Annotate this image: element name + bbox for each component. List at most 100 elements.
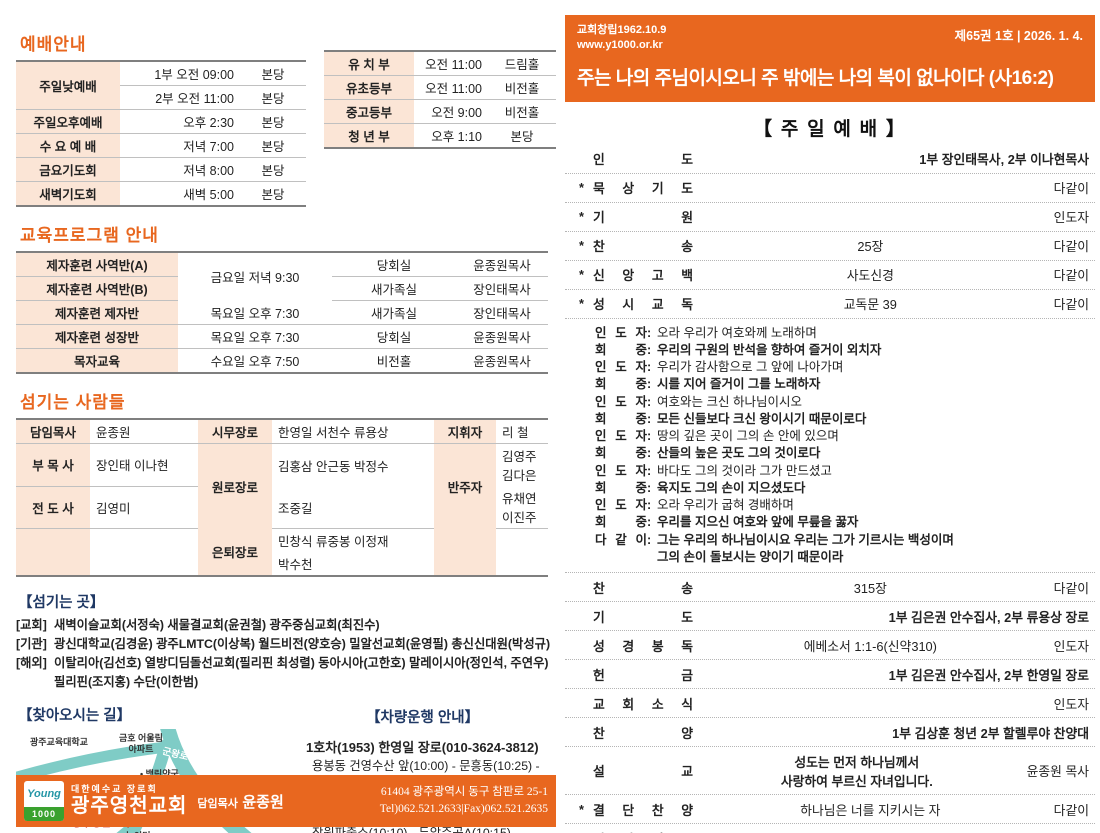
stand-marker: * xyxy=(579,831,593,833)
table-row: 목자교육 수요일 오후 7:50 비전홀 윤종원목사 xyxy=(16,348,548,373)
route-stops: 장원파출소(10:10) - 두암주공A(10:15) - 무등파크A(10:2… xyxy=(312,825,519,833)
person-names: 조중길 xyxy=(272,486,434,529)
table-row: 유초등부 오전 11:00 비전홀 xyxy=(324,75,556,100)
service-time: 저녁 8:00 xyxy=(120,157,240,182)
class-name: 목자교육 xyxy=(16,348,178,373)
person-names: 박수천 xyxy=(278,558,313,572)
service-name: 주일오후예배 xyxy=(16,109,120,134)
table-row: 수 요 예 배 저녁 7:00 본당 xyxy=(16,133,306,158)
dept-name: 유 치 부 xyxy=(324,51,414,76)
reading-speaker: 회 중 xyxy=(595,342,647,357)
dept-place: 본당 xyxy=(510,130,534,144)
order-item-detail: 성도는 먼저 하나님께서 사랑하여 부르신 자녀입니다. xyxy=(780,754,933,789)
table-row: 부 목 사 장인태 이나현 원로장로 김홍삼 안근동 박정수 반주자 김영주 김… xyxy=(16,443,548,529)
order-item-label: 결 단 찬 양 xyxy=(593,802,693,818)
person-names: 윤종원 xyxy=(90,419,198,444)
table-row: 청 년 부 오후 1:10 본당 xyxy=(324,123,556,148)
header-top-row: 교회창립1962.10.9 www.y1000.or.kr 제65권 1호 | … xyxy=(577,23,1083,53)
order-item-person: 1부 김상훈 청년 2부 할렐루야 찬양대 xyxy=(892,725,1089,741)
list-item: [기관] 광신대학교(김경윤) 광주LMTC(이상복) 월드비전(양호승) 밀알… xyxy=(16,635,556,654)
reading-text: 오라 우리가 굽혀 경배하며 xyxy=(657,498,794,513)
founded-date: 교회창립1962.10.9 xyxy=(577,24,667,36)
service-place: 본당 xyxy=(240,157,306,182)
worship-dept-table: 유 치 부 오전 11:00 드림홀 유초등부 오전 11:00 비전홀 중고등… xyxy=(324,50,556,149)
reading-speaker: 인 도 자 xyxy=(595,325,647,340)
dept-name: 유초등부 xyxy=(324,75,414,100)
order-item-person: 1부 장인태목사, 2부 이나현목사 xyxy=(919,152,1089,168)
reading-text: 오라 우리가 여호와께 노래하며 xyxy=(657,325,817,340)
class-teacher: 장인태목사 xyxy=(456,276,548,301)
service-name: 금요기도회 xyxy=(16,157,120,182)
role-name: 원로장로 xyxy=(198,443,272,529)
reading-colon: : xyxy=(647,480,652,495)
reading-speaker: 인 도 자 xyxy=(595,498,647,513)
order-row: * 성 시 교 독 교독문 39 다같이 xyxy=(565,290,1095,319)
reading-colon: : xyxy=(647,498,652,513)
responsive-reading: 인 도 자 : 오라 우리가 여호와께 노래하며 회 중 : 우리의 구원의 반… xyxy=(565,319,1095,574)
person-names: 김영미 xyxy=(90,486,198,529)
service-time: 저녁 7:00 xyxy=(120,133,240,158)
reading-colon: : xyxy=(647,377,652,392)
dept-place: 비전홀 xyxy=(488,99,556,124)
person-names xyxy=(496,529,548,577)
order-row: 설 교 성도는 먼저 하나님께서 사랑하여 부르신 자녀입니다. 윤종원 목사 xyxy=(565,747,1095,796)
reading-text: 모든 신들보다 크신 왕이시기 때문이로다 xyxy=(657,411,867,426)
reading-text: 시를 지어 즐거이 그를 노래하자 xyxy=(657,377,821,392)
role-name: 반주자 xyxy=(434,443,496,529)
reading-speaker: 인 도 자 xyxy=(595,429,647,444)
servants-table: 담임목사 윤종원 시무장로 한영일 서천수 류용상 지휘자 리 철 부 목 사 … xyxy=(16,418,548,577)
reading-speaker: 인 도 자 xyxy=(595,463,647,478)
map-label: • 놀이터 xyxy=(120,831,151,833)
order-item-detail: 에베소서 1:1-6(신약310) xyxy=(803,638,937,654)
person-names: 유채연 이진주 xyxy=(496,486,548,529)
reading-text: 여호와는 크신 하나님이시오 xyxy=(657,394,802,409)
table-row: 중고등부 오전 9:00 비전홀 xyxy=(324,99,556,124)
order-row: 인 도 1부 장인태목사, 2부 이나현목사 xyxy=(565,145,1095,174)
issue-number: 제65권 1호 | 2026. 1. 4. xyxy=(954,29,1083,43)
order-item-person: 다같이 xyxy=(1053,580,1089,596)
order-row: * 묵 상 기 도 다같이 xyxy=(565,174,1095,203)
pastor-line: 담임목사 윤종원 xyxy=(197,791,283,812)
reading-speaker: 인 도 자 xyxy=(595,360,647,375)
order-item-person: 인도자 xyxy=(1053,210,1089,226)
servants-section: 섬기는 사람들 담임목사 윤종원 시무장로 한영일 서천수 류용상 지휘자 리 … xyxy=(16,388,556,577)
church-website: www.y1000.or.kr xyxy=(577,38,663,51)
reading-speaker: 인 도 자 xyxy=(595,394,647,409)
reading-line: 회 중 : 산들의 높은 곳도 그의 것이로다 xyxy=(595,445,1095,462)
stand-marker: * xyxy=(579,238,584,254)
class-name: 제자훈련 사역반(A) xyxy=(16,252,178,277)
service-title: 【 주 일 예 배 】 xyxy=(753,118,907,140)
table-row: 2부 오전 11:00 본당 xyxy=(16,85,306,110)
reading-line: 인 도 자 : 우리가 감사함으로 그 앞에 나아가며 xyxy=(595,359,1095,376)
reading-line: 인 도 자 : 바다도 그의 것이라 그가 만드셨고 xyxy=(595,463,1095,480)
class-place: 비전홀 xyxy=(376,355,412,369)
order-row: 헌 금 1부 김은권 안수집사, 2부 한영일 장로 xyxy=(565,660,1095,690)
reading-colon: : xyxy=(647,360,652,375)
person-names: 김홍삼 안근동 박정수 xyxy=(278,459,389,474)
class-place: 당회실 xyxy=(332,252,456,277)
stand-marker: * xyxy=(579,180,584,196)
worship-main-table: 주일낮예배 1부 오전 09:00 본당 2부 오전 11:00 본당 주일오후… xyxy=(16,60,306,207)
person-names xyxy=(90,529,198,577)
map-label: 금호 어울림 아파트 xyxy=(119,733,163,755)
order-row: 찬 양 1부 김상훈 청년 2부 할렐루야 찬양대 xyxy=(565,718,1095,748)
service-name: 주일낮예배 xyxy=(16,61,120,110)
worship-main-block: 예배안내 주일낮예배 1부 오전 09:00 본당 2부 오전 11:00 본당… xyxy=(16,30,306,207)
table-row: 제자훈련 사역반(A) 금요일 저녁 9:30 당회실 윤종원목사 xyxy=(16,252,548,285)
education-table: 제자훈련 사역반(A) 금요일 저녁 9:30 당회실 윤종원목사 제자훈련 사… xyxy=(16,251,548,374)
service-name: 수 요 예 배 xyxy=(16,133,120,158)
role-name xyxy=(434,528,496,576)
reading-text: 우리를 지으신 여호와 앞에 무릎을 꿇자 xyxy=(657,515,859,530)
reading-text: 땅의 깊은 곳이 그의 손 안에 있으며 xyxy=(657,429,839,444)
order-item-label: 인 도 xyxy=(593,152,693,168)
road-gunwang xyxy=(16,741,172,784)
table-row: 제자훈련 제자반 목요일 오후 7:30 새가족실 장인태목사 xyxy=(16,300,548,325)
reading-line: 회 중 : 시를 지어 즐거이 그를 노래하자 xyxy=(595,376,1095,393)
order-item-label: 성 시 교 독 xyxy=(593,297,693,313)
reading-text: 산들의 높은 곳도 그의 것이로다 xyxy=(657,446,821,461)
class-teacher: 윤종원목사 xyxy=(456,324,548,349)
dept-name: 중고등부 xyxy=(324,99,414,124)
role-name: 담임목사 xyxy=(16,419,90,444)
pastor-name: 윤종원 xyxy=(242,793,284,811)
church-identity: 대한예수교 장로회 광주영천교회 xyxy=(71,784,187,817)
